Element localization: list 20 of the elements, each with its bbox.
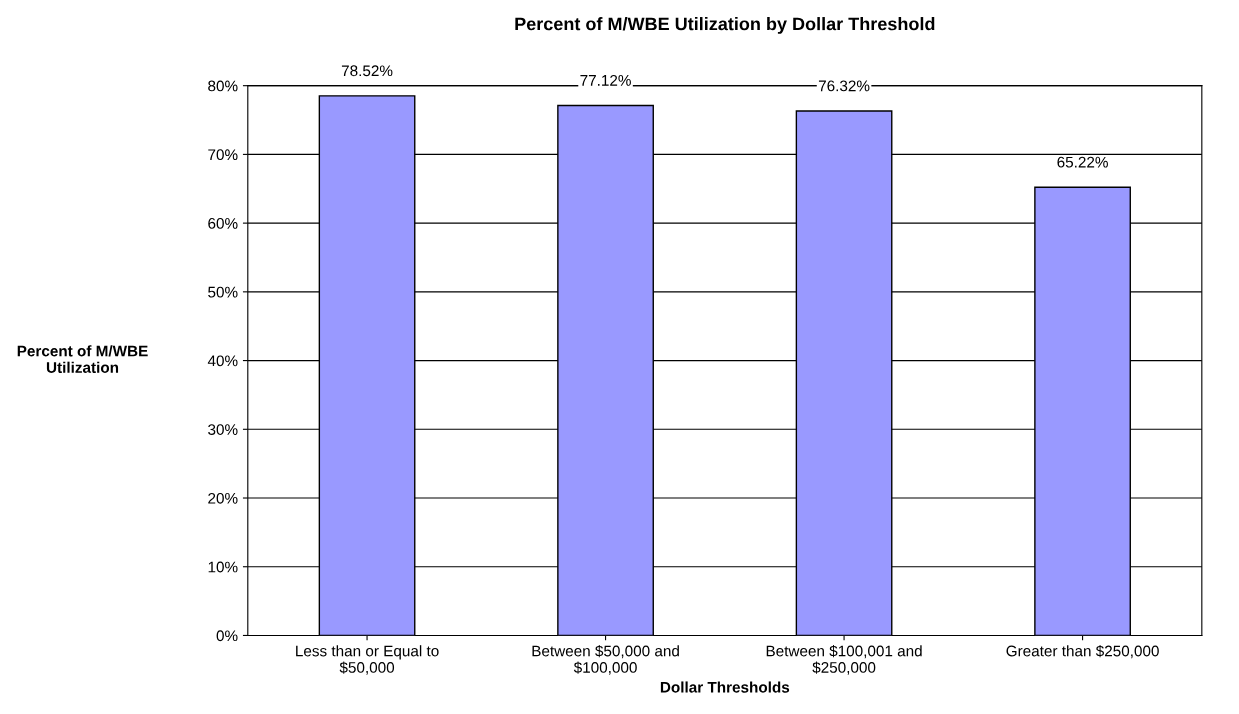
y-tick-label: 70% (208, 149, 238, 161)
y-tick-label: 40% (207, 355, 238, 367)
x-axis-title: Dollar Thresholds (660, 681, 790, 693)
y-axis-title: Percent of M/WBE Utilization (17, 345, 148, 373)
data-label: 77.12% (580, 74, 631, 86)
x-tick-label: Greater than $250,000 (1006, 644, 1159, 659)
data-label: 78.52% (341, 65, 393, 77)
y-tick-label: 50% (208, 286, 238, 298)
y-tick-label: 20% (208, 492, 238, 504)
y-tick-label: 60% (208, 217, 238, 229)
y-tick-label: 80% (208, 80, 238, 92)
x-tick-label: Between $50,000 and $100,000 (532, 644, 679, 675)
data-label: 76.32% (818, 80, 870, 92)
y-tick-label: 10% (208, 561, 238, 573)
x-tick-label: Between $100,001 and $250,000 (766, 644, 922, 675)
x-tick-label: Less than or Equal to $50,000 (296, 645, 439, 675)
chart-title: Percent of M/WBE Utilization by Dollar Threshold (515, 17, 935, 34)
y-tick-label: 30% (208, 424, 238, 435)
data-label: 65.22% (1057, 156, 1108, 168)
y-tick-label: 0% (216, 630, 238, 642)
